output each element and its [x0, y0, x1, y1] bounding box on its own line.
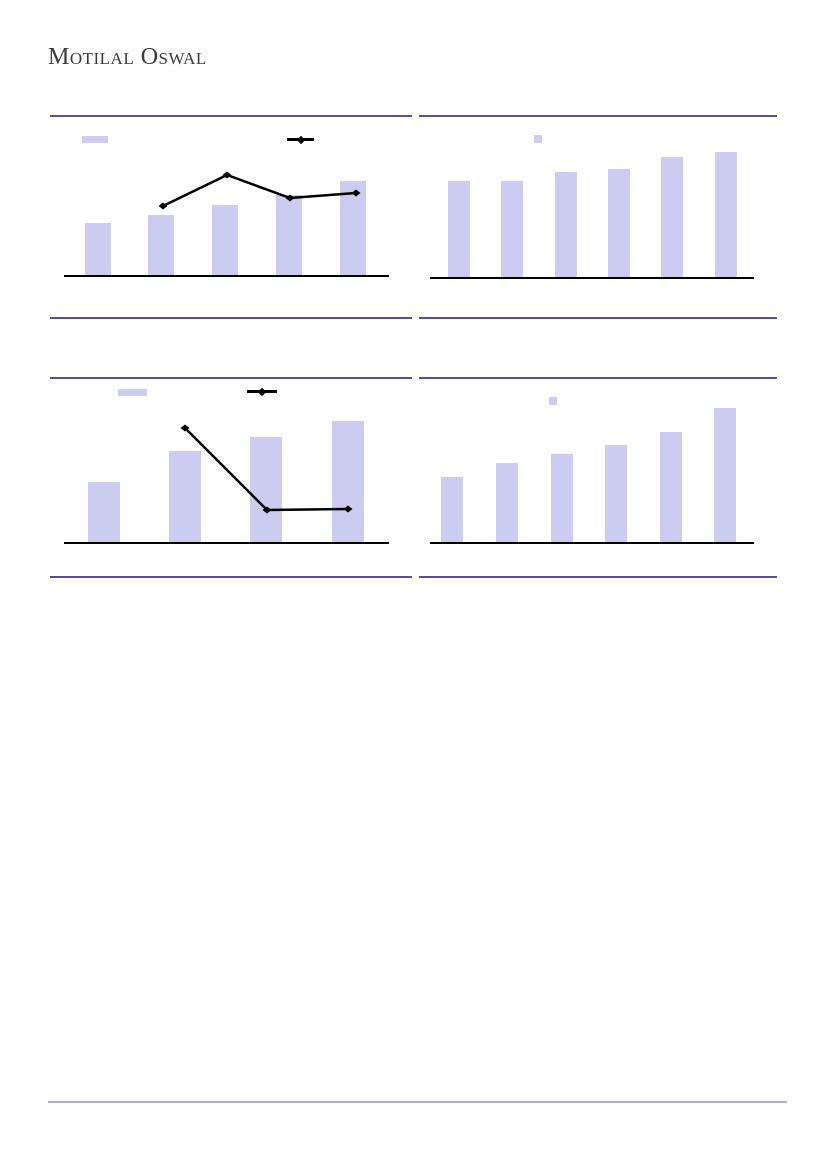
line-marker-icon	[158, 202, 168, 210]
bar	[441, 477, 463, 542]
line-marker-icon	[262, 506, 272, 514]
x-axis-line	[64, 275, 389, 277]
line-marker-icon	[285, 194, 295, 202]
brand-logo: Motilal Oswal	[48, 44, 207, 70]
chart-panel-bottom-left	[50, 377, 412, 578]
legend-bar-swatch	[534, 135, 542, 143]
legend-bar-swatch	[118, 389, 147, 396]
bar	[85, 223, 111, 275]
chart-panel-bottom-right	[419, 377, 777, 578]
bar	[496, 463, 518, 542]
bar	[332, 421, 364, 542]
bar	[661, 157, 683, 277]
line-marker-icon	[222, 171, 232, 179]
bar	[555, 172, 577, 277]
bar	[340, 181, 366, 275]
bar	[148, 215, 174, 275]
bar	[276, 195, 302, 275]
x-axis-line	[64, 542, 389, 544]
bar	[212, 205, 238, 275]
legend-bar-swatch	[549, 397, 557, 405]
x-axis-line	[430, 277, 754, 279]
legend-bar-swatch	[82, 136, 108, 143]
line-series	[180, 424, 353, 514]
bar	[169, 451, 201, 542]
chart-panel-top-right	[419, 115, 777, 319]
bar	[605, 445, 627, 542]
footer-divider	[48, 1101, 787, 1103]
line-series	[158, 171, 361, 210]
line-marker-icon	[343, 505, 353, 513]
bar	[660, 432, 682, 542]
bar	[501, 181, 523, 277]
bar	[88, 482, 120, 542]
chart-panel-top-left	[50, 115, 412, 319]
x-axis-line	[430, 542, 754, 544]
bar	[250, 437, 282, 542]
bar	[714, 408, 736, 542]
line-marker-icon	[351, 189, 361, 197]
bar	[715, 152, 737, 277]
bar	[551, 454, 573, 542]
bar	[448, 181, 470, 277]
line-marker-icon	[180, 424, 190, 432]
bar	[608, 169, 630, 277]
